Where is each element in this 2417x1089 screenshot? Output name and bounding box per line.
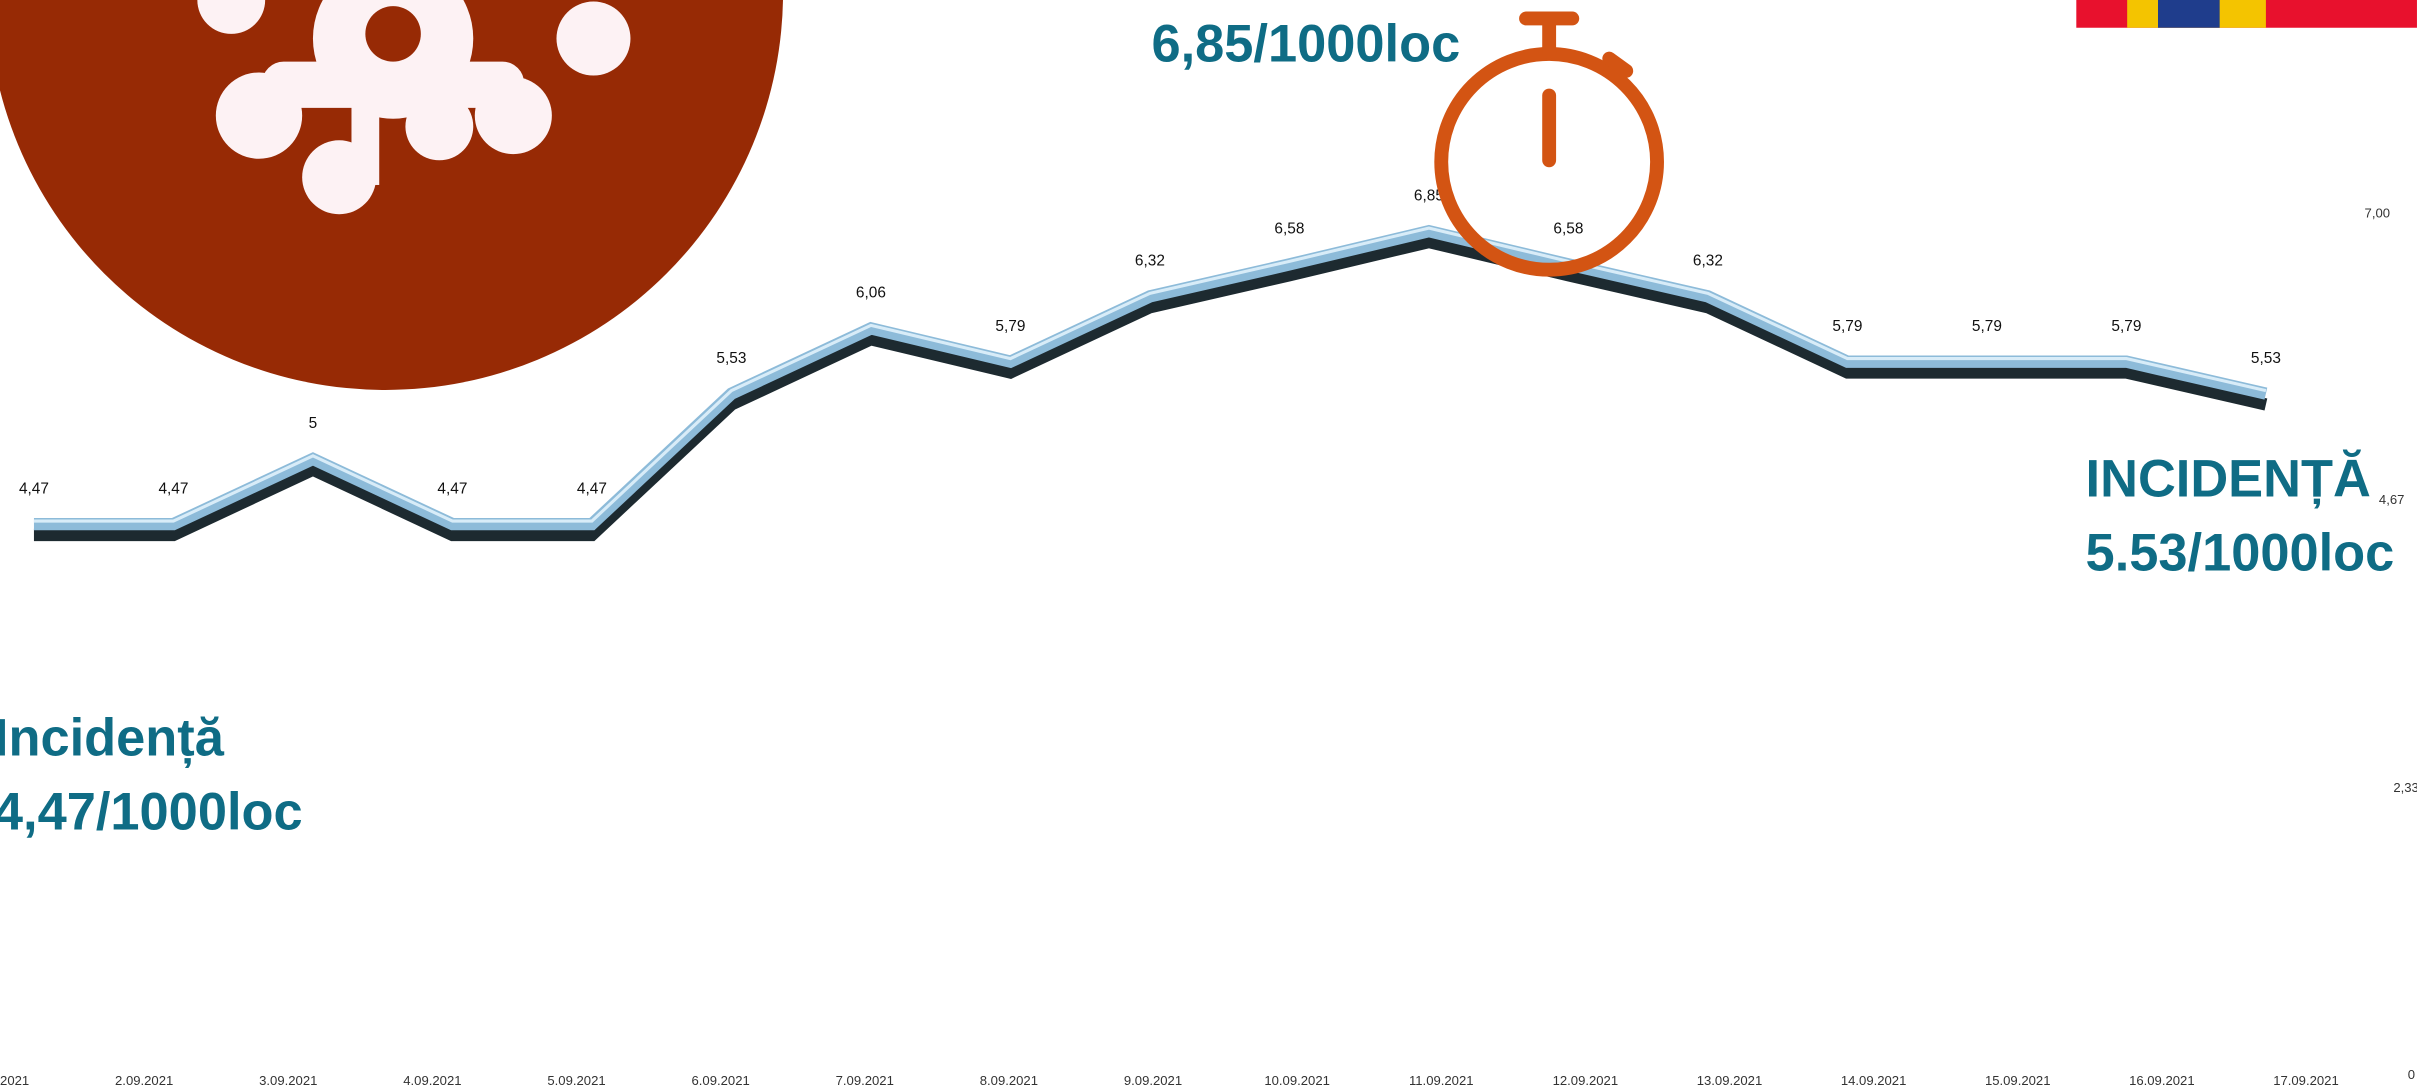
data-label: 5,79	[1972, 318, 2002, 335]
y-tick-label: 4,67	[2379, 492, 2404, 507]
x-tick-label: 13.09.2021	[1697, 1073, 1763, 1088]
annotation: 6,85/1000loc	[1151, 16, 1460, 74]
x-tick-label: 15.09.2021	[1985, 1073, 2051, 1088]
x-tick-label: 16.09.2021	[2129, 1073, 2195, 1088]
data-label: 6,32	[1135, 253, 1165, 270]
data-label: 6,06	[856, 285, 886, 302]
x-tick-label: 4.09.2021	[403, 1073, 461, 1088]
x-tick-label: 14.09.2021	[1841, 1073, 1907, 1088]
x-tick-label: 1.09.2021	[0, 1073, 29, 1088]
x-tick-label: 12.09.2021	[1553, 1073, 1619, 1088]
x-tick-label: 2.09.2021	[115, 1073, 173, 1088]
data-label: 4,47	[437, 480, 467, 497]
y-tick-label: 7,00	[2365, 205, 2390, 220]
plot: 4,47 4,47 5 4,47 4,47 5,53 6,06 5,79 6,32 6,58 6,8…	[19, 187, 2281, 542]
virus-core	[365, 6, 421, 62]
y-tick-label: 0	[2408, 1067, 2415, 1082]
virus-badge	[0, 0, 783, 390]
x-tick-label: 5.09.2021	[547, 1073, 605, 1088]
flag-emblem	[2158, 0, 2220, 28]
data-label: 4,47	[19, 480, 49, 497]
data-label: 5,79	[2111, 318, 2141, 335]
x-tick-label: 10.09.2021	[1264, 1073, 1330, 1088]
data-label: 6,58	[1274, 221, 1304, 238]
data-label: 5,53	[716, 350, 746, 367]
data-label: 5,79	[1832, 318, 1862, 335]
data-label: 5,53	[2251, 350, 2281, 367]
badge-circle	[0, 0, 783, 390]
x-tick-label: 17.09.2021	[2273, 1073, 2339, 1088]
annotation: Incidență	[0, 709, 225, 767]
data-label: 6,58	[1553, 221, 1583, 238]
x-tick-label: 3.09.2021	[259, 1073, 317, 1088]
x-tick-label: 11.09.2021	[1409, 1073, 1474, 1088]
annotation: INCIDENȚĂ	[2086, 450, 2371, 508]
virus-icon	[197, 0, 631, 215]
data-label: 5	[309, 415, 318, 432]
x-tick-label: 7.09.2021	[836, 1073, 894, 1088]
x-tick-label: 9.09.2021	[1124, 1073, 1182, 1088]
annotation: 4,47/1000loc	[0, 783, 303, 841]
y-tick-label: 2,33	[2393, 780, 2417, 795]
data-label: 4,47	[158, 480, 188, 497]
x-tick-label: 6.09.2021	[692, 1073, 750, 1088]
data-label: 6,85	[1414, 187, 1444, 204]
timer-knob	[1602, 51, 1634, 78]
flag	[2076, 0, 2417, 28]
line	[33, 224, 2268, 531]
line-highlight	[33, 226, 2267, 523]
x-tick-label: 8.09.2021	[980, 1073, 1038, 1088]
data-label: 5,79	[995, 318, 1025, 335]
annotation: 5.53/1000loc	[2086, 524, 2395, 582]
data-label: 6,32	[1693, 253, 1723, 270]
line-shadow	[33, 235, 2268, 542]
data-label: 4,47	[577, 480, 607, 497]
timer-icon	[1434, 11, 1664, 277]
